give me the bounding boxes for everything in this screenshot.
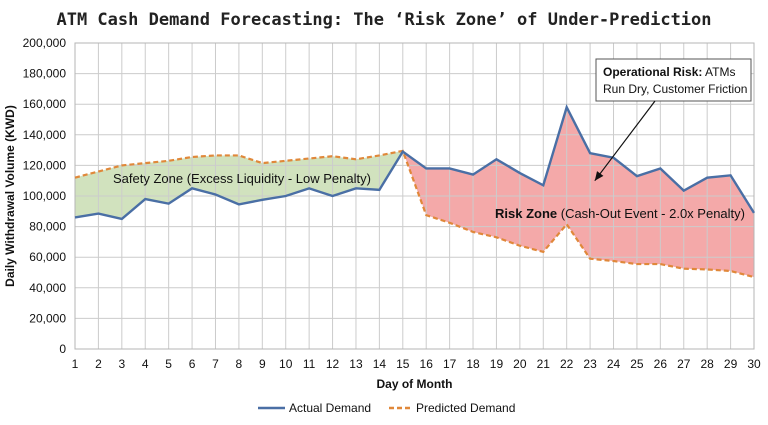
x-tick-label: 5 (165, 357, 172, 371)
zone-labels: Safety Zone (Excess Liquidity - Low Pena… (113, 171, 745, 221)
annotation-box (595, 58, 752, 102)
x-tick-label: 9 (259, 357, 266, 371)
x-tick-label: 10 (279, 357, 293, 371)
y-tick-label: 120,000 (23, 158, 67, 172)
risk-zone-label-bold: Risk Zone (495, 206, 557, 221)
x-tick-label: 24 (607, 357, 621, 371)
x-tick-label: 6 (189, 357, 196, 371)
annotation-bold: Operational Risk: (603, 65, 702, 79)
x-tick-label: 26 (654, 357, 668, 371)
annotation: Operational Risk: ATMs Run Dry, Customer … (594, 58, 752, 182)
x-tick-label: 28 (700, 357, 714, 371)
safety-zone-label: Safety Zone (Excess Liquidity - Low Pena… (113, 171, 371, 186)
ticks-layer: 0 20,000 40,000 60,000 80,000 100,000 120,000 1… (23, 36, 761, 371)
zones-layer (75, 107, 754, 278)
chart-title: ATM Cash Demand Forecasting: The ‘Risk Z… (56, 10, 711, 30)
annotation-line-1: Operational Risk: ATMs (603, 65, 735, 79)
x-tick-label: 30 (747, 357, 761, 371)
predicted-demand-line (74, 149, 755, 279)
x-tick-label: 4 (142, 357, 149, 371)
x-tick-label: 7 (212, 357, 219, 371)
y-tick-label: 160,000 (23, 97, 67, 111)
annotation-arrow-line (594, 100, 656, 182)
x-axis-label: Day of Month (377, 377, 453, 391)
annotation-arrow-head (594, 171, 604, 181)
annotation-line-2: Run Dry, Customer Friction (603, 82, 747, 96)
x-tick-label: 3 (118, 357, 125, 371)
risk-zone-label: Risk Zone (Cash-Out Event - 2.0x Penalty… (495, 206, 745, 221)
x-tick-label: 21 (537, 357, 551, 371)
x-tick-label: 23 (583, 357, 597, 371)
annotation-rest: ATMs (702, 65, 735, 79)
y-tick-label: 140,000 (23, 128, 67, 142)
x-tick-label: 11 (303, 357, 316, 371)
y-tick-label: 0 (59, 342, 66, 356)
y-tick-label: 180,000 (23, 67, 67, 81)
y-tick-label: 20,000 (29, 311, 66, 325)
x-tick-label: 12 (326, 357, 340, 371)
legend-label-predicted: Predicted Demand (416, 401, 515, 415)
x-tick-label: 25 (630, 357, 644, 371)
y-tick-label: 60,000 (29, 250, 66, 264)
x-tick-label: 22 (560, 357, 574, 371)
series-layer (74, 104, 756, 279)
plot-frame (74, 42, 755, 350)
x-tick-label: 18 (466, 357, 480, 371)
x-tick-label: 2 (95, 357, 102, 371)
x-tick-label: 1 (72, 357, 79, 371)
x-tick-label: 8 (236, 357, 243, 371)
risk-zone-area (402, 107, 754, 278)
x-tick-label: 16 (420, 357, 434, 371)
x-tick-label: 19 (490, 357, 504, 371)
legend: Actual Demand Predicted Demand (258, 401, 515, 415)
y-tick-label: 100,000 (23, 189, 67, 203)
x-tick-label: 27 (677, 357, 691, 371)
x-tick-label: 29 (724, 357, 738, 371)
x-tick-label: 20 (513, 357, 527, 371)
y-tick-label: 40,000 (29, 281, 66, 295)
x-tick-label: 17 (443, 357, 457, 371)
x-tick-label: 14 (373, 357, 387, 371)
x-tick-label: 15 (396, 357, 410, 371)
x-tick-label: 13 (349, 357, 363, 371)
legend-label-actual: Actual Demand (289, 401, 371, 415)
y-tick-label: 80,000 (29, 220, 66, 234)
y-axis-label: Daily Withdrawal Volume (KWD) (3, 105, 17, 287)
actual-demand-line (74, 104, 756, 221)
risk-zone-label-rest: (Cash-Out Event - 2.0x Penalty) (557, 206, 745, 221)
y-tick-label: 200,000 (23, 36, 67, 50)
